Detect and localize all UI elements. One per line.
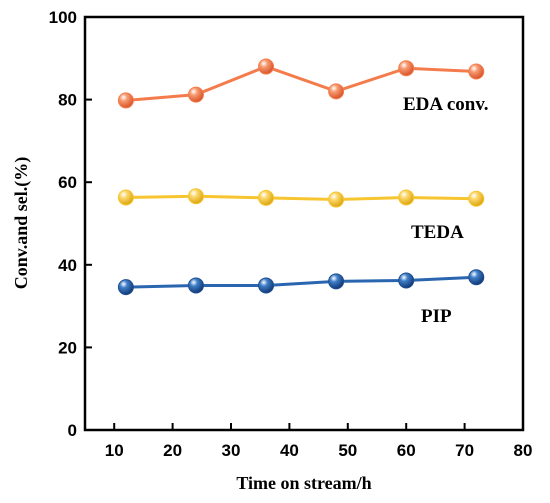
data-point-teda xyxy=(328,191,345,208)
series-layer xyxy=(117,58,485,296)
data-point-teda xyxy=(398,189,415,206)
y-axis: 0 20 40 60 80 100 xyxy=(49,8,92,440)
x-tick-label: 10 xyxy=(105,441,124,460)
data-point-pip xyxy=(187,277,204,294)
data-point-pip xyxy=(258,277,275,294)
x-tick-label: 20 xyxy=(163,441,182,460)
y-tick-label: 80 xyxy=(58,91,77,110)
data-point-pip xyxy=(117,279,134,296)
data-point-pip xyxy=(468,269,485,286)
data-point-teda xyxy=(468,190,485,207)
data-point-teda xyxy=(187,188,204,205)
series-label-pip: PIP xyxy=(421,306,452,327)
series-line-eda-conv xyxy=(125,64,477,102)
y-tick-label: 40 xyxy=(58,256,77,275)
y-tick-label: 0 xyxy=(68,421,77,440)
data-point-pip xyxy=(398,272,415,289)
x-tick-label: 80 xyxy=(514,441,533,460)
data-point-teda xyxy=(258,189,275,206)
y-tick-label: 60 xyxy=(58,173,77,192)
series-line-pip xyxy=(125,275,477,289)
y-axis-title: Conv.and sel.(%) xyxy=(11,157,32,290)
data-point-pip xyxy=(328,273,345,290)
y-tick-label: 100 xyxy=(49,8,77,27)
plot-frame xyxy=(83,15,525,432)
y-tick-label: 20 xyxy=(58,338,77,357)
x-tick-label: 50 xyxy=(338,441,357,460)
x-tick-label: 60 xyxy=(397,441,416,460)
data-point-eda-conv xyxy=(187,86,204,103)
data-point-eda-conv xyxy=(468,63,485,80)
x-axis: 10 20 30 40 50 60 70 80 xyxy=(105,423,533,460)
data-point-eda-conv xyxy=(328,83,345,100)
x-tick-label: 70 xyxy=(455,441,474,460)
series-label-eda-conv: EDA conv. xyxy=(403,94,489,115)
series-label-teda: TEDA xyxy=(411,222,464,243)
x-axis-title: Time on stream/h xyxy=(236,473,371,493)
x-tick-label: 40 xyxy=(280,441,299,460)
x-tick-label: 30 xyxy=(222,441,241,460)
data-point-eda-conv xyxy=(117,92,134,109)
data-point-teda xyxy=(117,189,134,206)
data-point-eda-conv xyxy=(398,60,415,77)
series-line-teda xyxy=(125,194,477,202)
data-point-eda-conv xyxy=(258,58,275,75)
